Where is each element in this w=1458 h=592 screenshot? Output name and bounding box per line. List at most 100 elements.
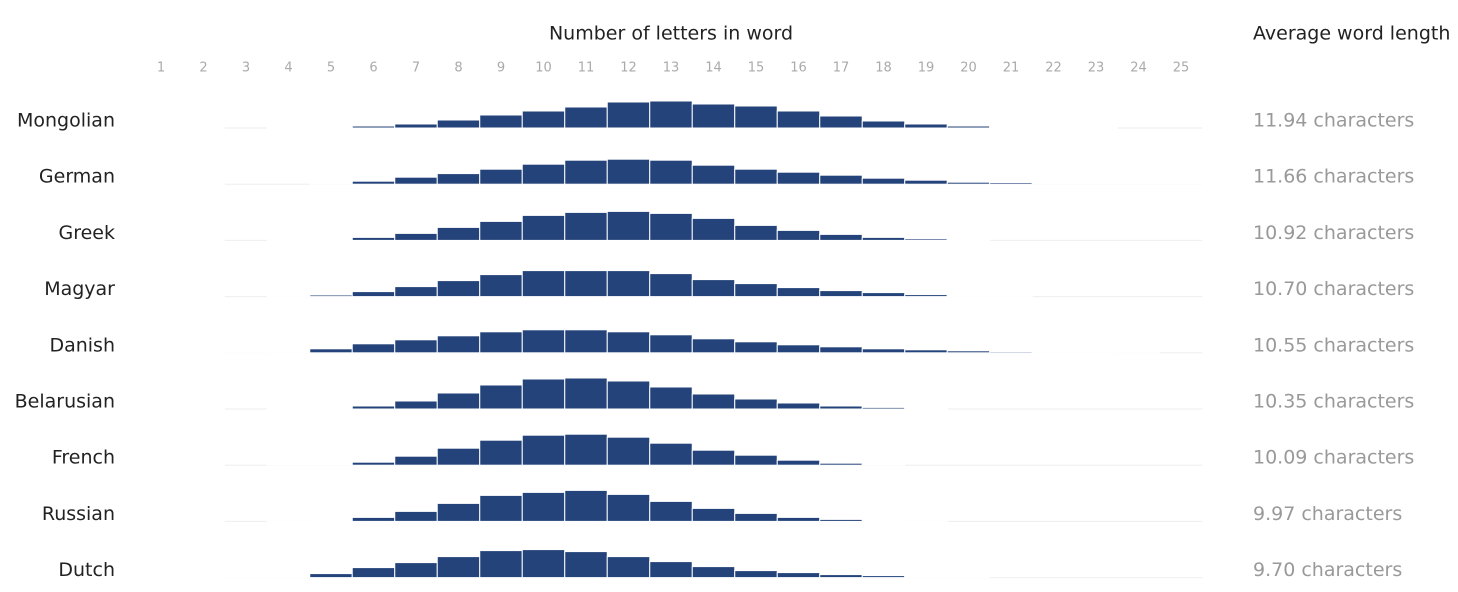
- bar: [819, 290, 863, 298]
- bar: [606, 436, 651, 466]
- bar: [649, 159, 693, 185]
- bar: [394, 562, 438, 579]
- bar: [309, 182, 353, 185]
- bar: [266, 351, 311, 354]
- bar: [776, 171, 821, 185]
- bar: [266, 576, 311, 579]
- x-tick-label: 1: [157, 61, 165, 76]
- bar: [521, 378, 566, 410]
- bar: [649, 386, 693, 410]
- bar: [564, 159, 608, 185]
- bar: [351, 180, 396, 185]
- bar: [691, 393, 736, 410]
- bar: [946, 576, 991, 579]
- bar: [394, 510, 438, 522]
- average-label: 10.55 characters: [1253, 334, 1414, 356]
- bar: [946, 239, 991, 241]
- bar: [946, 295, 991, 298]
- bar: [351, 125, 396, 129]
- bar: [394, 123, 438, 129]
- bar: [819, 346, 863, 354]
- bar: [861, 236, 906, 241]
- x-tick-label: 11: [578, 61, 595, 76]
- bar: [734, 454, 778, 466]
- bar: [564, 211, 608, 241]
- average-label: 9.70 characters: [1253, 559, 1402, 581]
- bar: [734, 512, 778, 522]
- bar: [479, 384, 523, 410]
- x-tick-label: 12: [620, 61, 637, 76]
- bar: [436, 447, 481, 466]
- bar: [819, 233, 863, 241]
- x-tick-label: 4: [284, 61, 292, 76]
- bar: [309, 463, 353, 466]
- bar: [436, 280, 481, 298]
- bar: [904, 576, 948, 579]
- bar: [521, 491, 566, 522]
- bar: [521, 434, 566, 466]
- bar: [904, 294, 948, 298]
- bar: [351, 567, 396, 579]
- bar: [819, 174, 863, 185]
- bar: [606, 210, 651, 241]
- bar: [394, 232, 438, 241]
- bar: [309, 573, 353, 579]
- bar: [479, 439, 523, 466]
- bar: [904, 349, 948, 354]
- bar: [479, 114, 523, 129]
- bar: [351, 236, 396, 241]
- bar: [691, 566, 736, 579]
- bar: [394, 339, 438, 354]
- bar: [691, 164, 736, 185]
- row-label: Russian: [42, 503, 115, 525]
- bar: [904, 123, 948, 129]
- bar: [861, 575, 906, 579]
- bar: [521, 214, 566, 241]
- x-tick-label: 15: [748, 61, 765, 76]
- bar: [564, 489, 608, 522]
- bar: [649, 100, 693, 129]
- bar: [989, 182, 1033, 185]
- bar: [309, 126, 353, 129]
- bar: [776, 572, 821, 579]
- bar: [564, 270, 608, 298]
- bar: [351, 461, 396, 466]
- bar: [1031, 182, 1076, 185]
- bar: [436, 119, 481, 129]
- bar: [649, 334, 693, 354]
- bar: [946, 350, 991, 354]
- bar: [309, 519, 353, 522]
- bar: [776, 110, 821, 129]
- row-label: Dutch: [58, 559, 115, 581]
- bar: [861, 177, 906, 185]
- bar: [691, 507, 736, 522]
- bar: [734, 168, 778, 185]
- bar: [776, 229, 821, 241]
- x-tick-label: 21: [1003, 61, 1020, 76]
- row-label: Greek: [59, 222, 116, 244]
- bar: [351, 405, 396, 410]
- chart-title: Number of letters in word: [549, 23, 793, 45]
- bar: [394, 400, 438, 410]
- bar: [1031, 351, 1076, 354]
- bar: [776, 459, 821, 466]
- bar: [776, 402, 821, 410]
- bar: [819, 518, 863, 522]
- bar: [521, 270, 566, 298]
- bar: [904, 407, 948, 410]
- bar: [479, 494, 523, 522]
- bar: [734, 224, 778, 241]
- average-label: 9.97 characters: [1253, 503, 1402, 525]
- bar: [309, 348, 353, 354]
- bar: [394, 176, 438, 185]
- bar: [564, 433, 608, 466]
- bar: [309, 407, 353, 410]
- bar: [861, 120, 906, 129]
- bar: [691, 217, 736, 241]
- bar: [691, 449, 736, 466]
- bar: [734, 283, 778, 298]
- bar: [946, 181, 991, 185]
- bar: [904, 179, 948, 185]
- bar: [776, 344, 821, 354]
- bar: [819, 574, 863, 579]
